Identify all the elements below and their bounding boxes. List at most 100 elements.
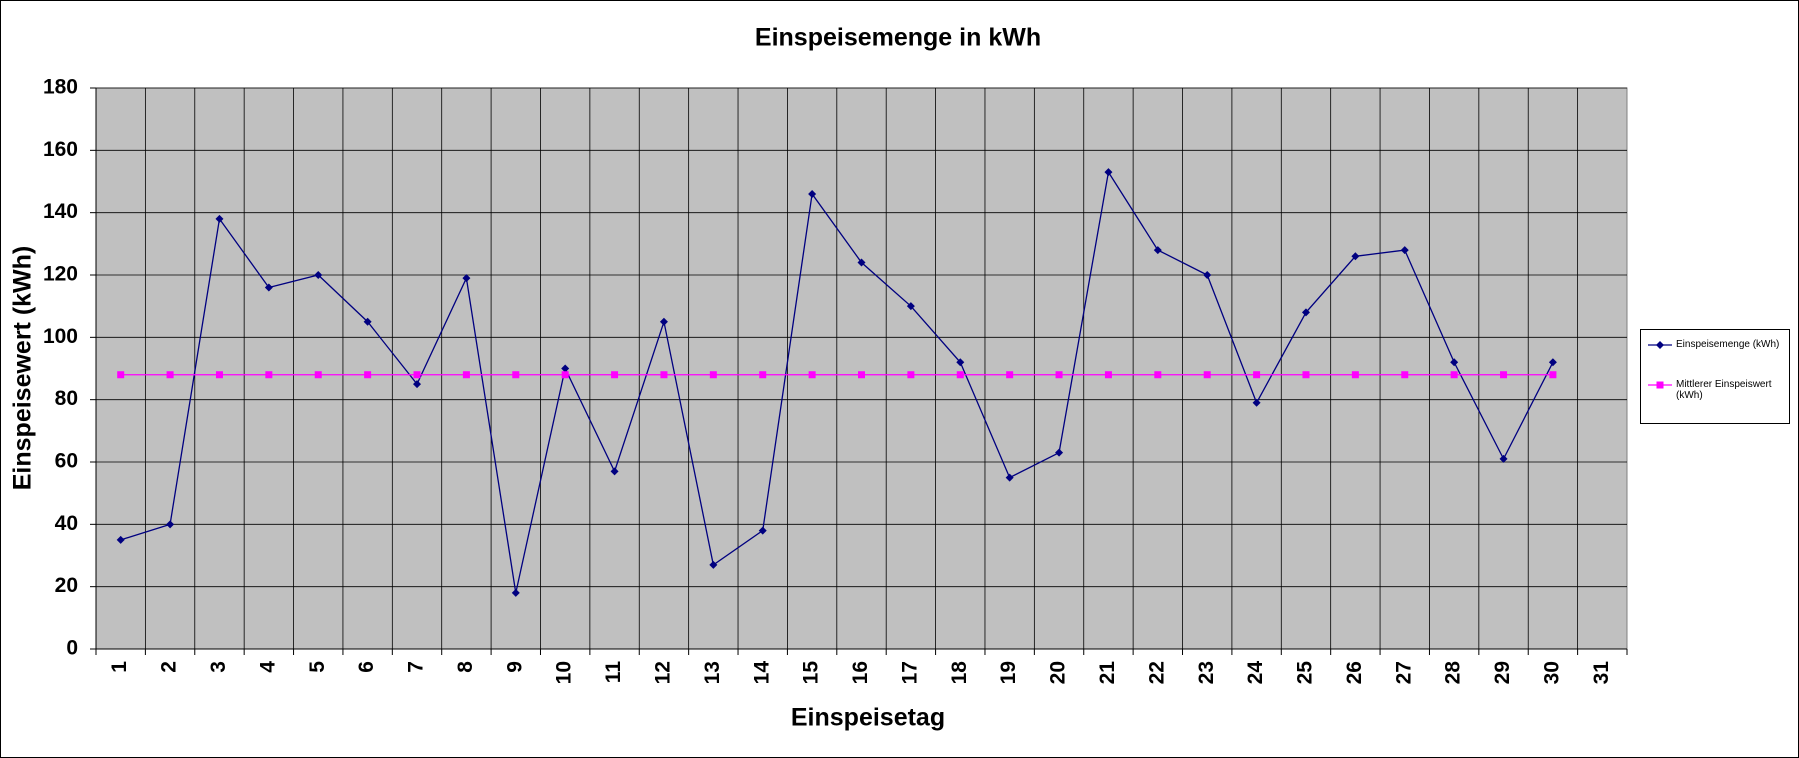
- point: [215, 371, 223, 379]
- point: [906, 302, 915, 311]
- legend: Einspeisemenge (kWh) Mittlerer Einspeiswe…: [1640, 329, 1790, 424]
- legend-label: Mittlerer Einspeiswert (kWh): [1676, 379, 1772, 401]
- x-tick-label: 1: [108, 661, 131, 673]
- point: [1104, 168, 1113, 177]
- legend-swatch: [1648, 341, 1672, 349]
- y-tick-label: 180: [43, 76, 78, 99]
- x-tick-label: 13: [701, 661, 724, 684]
- point: [1351, 371, 1359, 379]
- x-tick-label: 25: [1294, 661, 1317, 685]
- point: [610, 467, 619, 476]
- x-tick-label: 7: [405, 661, 428, 673]
- point: [1203, 371, 1211, 379]
- point: [363, 317, 372, 326]
- point: [1252, 398, 1261, 407]
- x-tick-label: 20: [1047, 661, 1070, 684]
- x-tick-label: 22: [1145, 661, 1168, 684]
- y-tick-label: 60: [55, 450, 78, 473]
- point: [314, 271, 323, 279]
- y-tick-label: 0: [66, 637, 78, 660]
- x-tick-label: 5: [306, 661, 329, 673]
- point: [1500, 371, 1508, 379]
- point: [264, 283, 273, 292]
- x-tick-label: 21: [1096, 661, 1119, 685]
- point: [1400, 246, 1409, 255]
- x-tick-label: 12: [651, 661, 674, 684]
- point: [1401, 371, 1409, 379]
- point: [314, 371, 322, 379]
- point: [1203, 271, 1212, 279]
- point: [1549, 371, 1557, 379]
- point: [1301, 308, 1310, 317]
- x-tick-label: 10: [553, 661, 576, 684]
- point: [511, 588, 520, 597]
- x-tick-label: 4: [256, 661, 279, 673]
- point: [561, 371, 569, 379]
- point: [215, 214, 224, 223]
- point: [561, 364, 570, 373]
- point: [1154, 371, 1162, 379]
- series-line: [120, 170, 1554, 594]
- point: [1548, 358, 1557, 367]
- point: [1450, 358, 1459, 367]
- legend-marker: [1656, 381, 1664, 389]
- point: [1351, 252, 1360, 261]
- legend-marker: [1656, 341, 1664, 349]
- point: [759, 371, 767, 379]
- x-axis-title: Einspeisetag: [791, 704, 945, 732]
- legend-swatch: [1648, 381, 1672, 389]
- x-tick-label: 16: [849, 661, 872, 684]
- x-tick-label: 8: [454, 661, 477, 673]
- point: [709, 371, 717, 379]
- x-tick-label: 26: [1343, 661, 1366, 684]
- plot-area: [95, 87, 1628, 650]
- point: [462, 371, 470, 379]
- point: [1153, 246, 1162, 255]
- point: [413, 380, 422, 389]
- point: [413, 371, 421, 379]
- point: [1302, 371, 1310, 379]
- y-tick-label: 140: [43, 200, 78, 223]
- x-tick-label: 3: [207, 661, 230, 673]
- y-axis-title: Einspeisewert (kWh): [9, 246, 37, 491]
- point: [907, 371, 915, 379]
- point: [1253, 371, 1261, 379]
- point: [1450, 371, 1458, 379]
- point: [117, 371, 125, 379]
- point: [758, 526, 767, 535]
- y-tick-label: 20: [55, 574, 78, 597]
- point: [808, 371, 816, 379]
- x-tick-label: 23: [1195, 661, 1218, 684]
- x-tick-label: 31: [1590, 661, 1613, 685]
- x-tick-label: 14: [750, 661, 773, 685]
- point: [1104, 371, 1112, 379]
- legend-entry: Einspeisemenge (kWh): [1647, 339, 1788, 351]
- x-tick-label: 24: [1244, 661, 1267, 685]
- x-tick-label: 18: [948, 661, 971, 685]
- x-tick-label: 28: [1442, 661, 1465, 685]
- point: [1006, 371, 1014, 379]
- point: [709, 560, 718, 569]
- point: [166, 520, 175, 529]
- point: [1055, 448, 1064, 457]
- point: [858, 371, 865, 379]
- x-tick-label: 29: [1491, 661, 1514, 684]
- legend-label: Einspeisemenge (kWh): [1676, 339, 1780, 350]
- point: [659, 317, 668, 326]
- point: [1499, 454, 1508, 463]
- y-tick-label: 100: [43, 325, 78, 348]
- x-tick-label: 11: [602, 661, 625, 684]
- x-tick-label: 9: [503, 661, 526, 673]
- point: [116, 535, 125, 544]
- point: [808, 189, 817, 198]
- y-tick-label: 40: [55, 512, 78, 535]
- x-tick-label: 27: [1392, 661, 1415, 684]
- point: [265, 371, 273, 379]
- point: [364, 371, 372, 379]
- legend-entry: Mittlerer Einspeiswert (kWh): [1647, 379, 1788, 401]
- x-tick-label: 17: [898, 661, 921, 684]
- point: [611, 371, 619, 379]
- point: [956, 358, 965, 367]
